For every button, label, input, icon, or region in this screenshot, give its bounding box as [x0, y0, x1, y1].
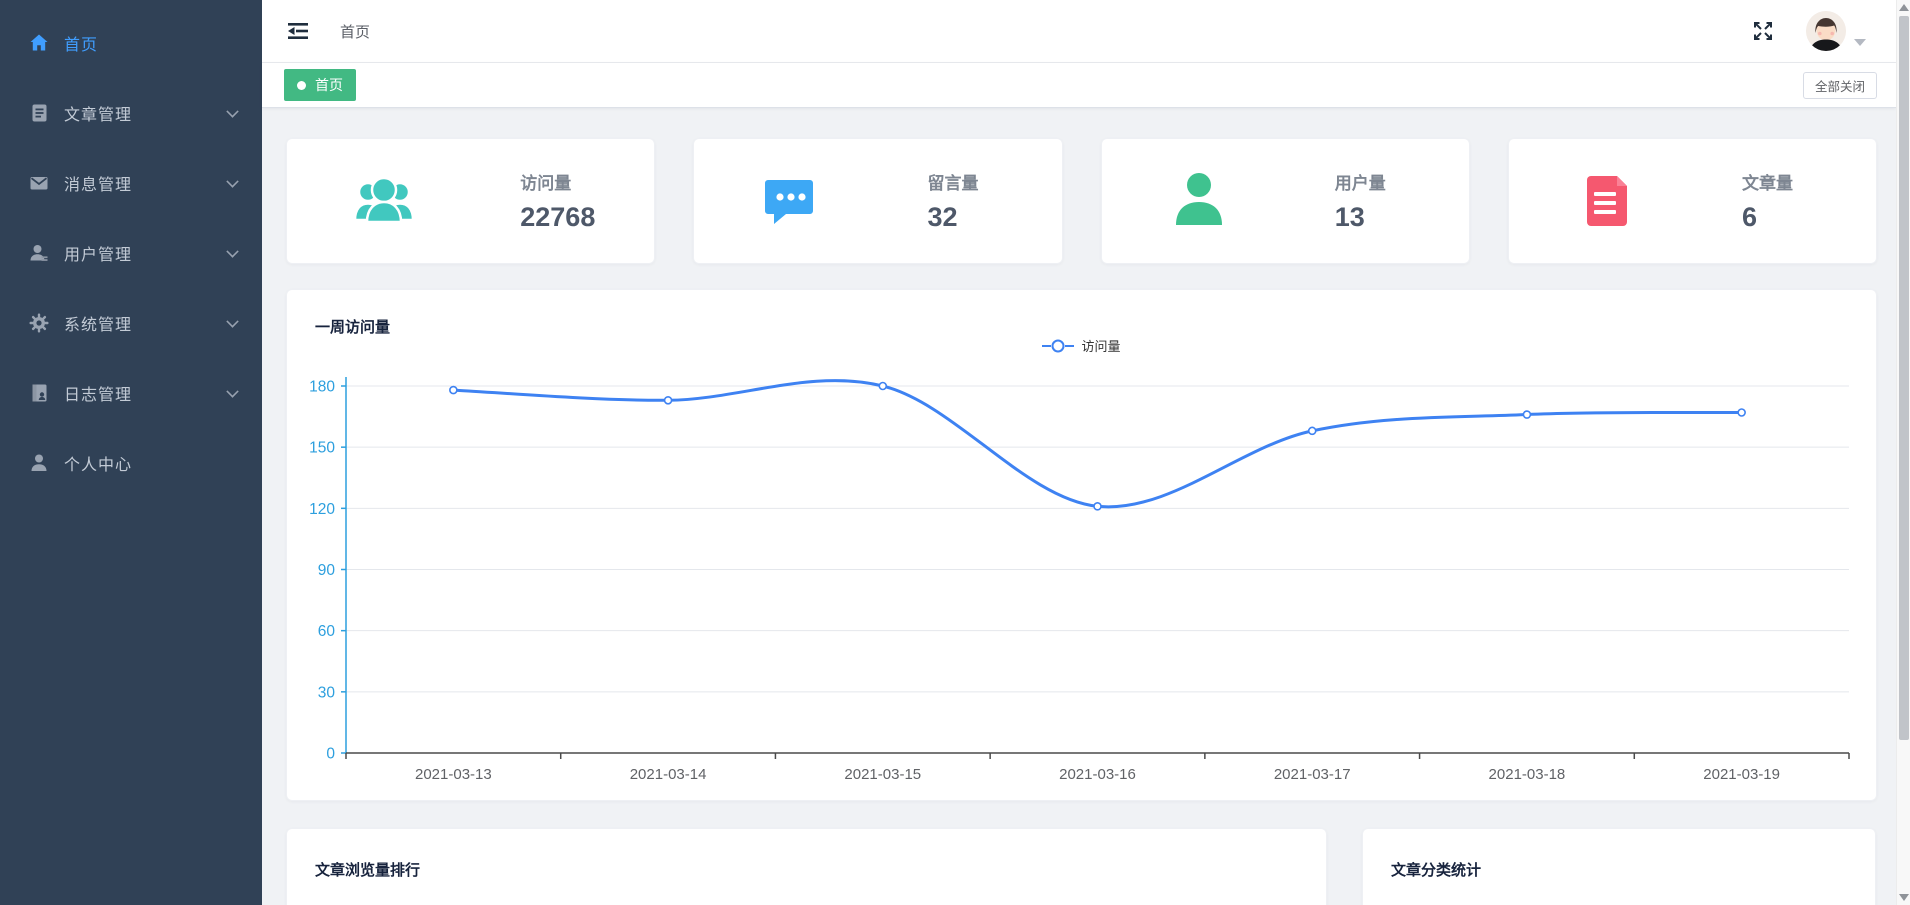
sidebar: 首页 文章管理 消息管理 用户管理	[0, 0, 262, 905]
chevron-down-icon	[226, 244, 239, 258]
sidebar-item-label: 消息管理	[64, 177, 133, 194]
sidebar-item-label: 用户管理	[64, 247, 133, 264]
sidebar-item-label: 个人中心	[64, 457, 133, 474]
svg-text:2021-03-19: 2021-03-19	[1703, 766, 1780, 783]
stat-card-visits: 访问量 22768	[286, 138, 656, 264]
legend-marker-icon	[1042, 339, 1075, 352]
card-title: 文章分类统计	[1391, 862, 1482, 879]
stat-value: 22768	[520, 202, 596, 232]
sidebar-item-system[interactable]: 系统管理	[0, 288, 262, 358]
breadcrumb: 首页	[340, 23, 371, 41]
chevron-down-icon	[226, 104, 239, 118]
chevron-down-icon	[226, 384, 239, 398]
fullscreen-icon[interactable]	[1753, 21, 1773, 41]
stat-card-comments: 留言量 32	[693, 138, 1063, 264]
sidebar-item-label: 日志管理	[64, 387, 133, 404]
system-gear-icon	[28, 312, 50, 334]
bottom-cards-row: 文章浏览量排行 文章分类统计	[286, 828, 1877, 905]
stat-label: 文章量	[1742, 174, 1793, 193]
stat-text: 留言量 32	[928, 169, 1020, 233]
svg-text:180: 180	[309, 379, 335, 396]
scrollbar-thumb[interactable]	[1899, 16, 1909, 740]
card-title: 文章浏览量排行	[315, 862, 421, 879]
message-icon	[28, 172, 50, 194]
user-icon	[28, 242, 50, 264]
scrollbar-up-arrow-icon[interactable]	[1899, 4, 1909, 11]
stat-label: 访问量	[520, 174, 572, 193]
main-area: 首页	[262, 0, 1896, 905]
svg-text:150: 150	[309, 440, 335, 457]
stat-text: 文章量 6	[1742, 169, 1834, 233]
close-all-tags-button[interactable]: 全部关闭	[1802, 71, 1877, 99]
sidebar-item-users[interactable]: 用户管理	[0, 218, 262, 288]
article-icon	[28, 102, 50, 124]
weekly-visits-chart-card: 一周访问量 访问量 0 30 60 90 120 150 180 2021-03-13 2021…	[286, 289, 1877, 801]
svg-text:120: 120	[309, 501, 335, 518]
comments-icon	[758, 168, 824, 234]
legend-label: 访问量	[1081, 339, 1121, 354]
tag-label: 首页	[315, 77, 343, 93]
stat-value: 32	[927, 202, 958, 232]
sidebar-item-label: 文章管理	[64, 107, 133, 124]
sidebar-item-logs[interactable]: 日志管理	[0, 358, 262, 428]
svg-text:90: 90	[318, 562, 336, 579]
svg-text:0: 0	[326, 746, 335, 763]
svg-text:2021-03-14: 2021-03-14	[630, 766, 707, 783]
article-views-ranking-card: 文章浏览量排行	[286, 828, 1327, 905]
avatar[interactable]	[1806, 11, 1846, 51]
chevron-down-icon	[226, 174, 239, 188]
document-icon	[1573, 168, 1639, 234]
article-category-stats-card: 文章分类统计	[1362, 828, 1876, 905]
caret-down-icon[interactable]	[1854, 38, 1866, 46]
sidebar-item-articles[interactable]: 文章管理	[0, 78, 262, 148]
stat-value: 13	[1334, 202, 1365, 232]
chart-legend[interactable]: 访问量	[287, 336, 1876, 355]
chart-title: 一周访问量	[315, 319, 391, 336]
sidebar-item-profile[interactable]: 个人中心	[0, 428, 262, 498]
stat-label: 用户量	[1334, 174, 1386, 193]
stat-text: 用户量 13	[1335, 169, 1427, 233]
line-chart: 0 30 60 90 120 150 180 2021-03-13 2021-03-14 2021…	[309, 377, 1850, 783]
stat-card-articles: 文章量 6	[1507, 138, 1877, 264]
single-user-icon	[1166, 168, 1232, 234]
stat-label: 留言量	[927, 174, 979, 193]
tags-bar: 首页 全部关闭	[262, 63, 1896, 108]
svg-text:2021-03-16: 2021-03-16	[1059, 766, 1136, 783]
profile-icon	[28, 452, 50, 474]
svg-text:2021-03-18: 2021-03-18	[1489, 766, 1566, 783]
content: 访问量 22768 留言量 32	[262, 108, 1896, 905]
stat-text: 访问量 22768	[520, 169, 612, 233]
page-scrollbar[interactable]	[1896, 0, 1910, 905]
svg-text:2021-03-13: 2021-03-13	[415, 766, 492, 783]
chevron-down-icon	[226, 314, 239, 328]
stat-value: 6	[1742, 202, 1758, 232]
visitors-group-icon	[351, 168, 417, 234]
svg-text:2021-03-17: 2021-03-17	[1274, 766, 1351, 783]
svg-text:2021-03-15: 2021-03-15	[844, 766, 921, 783]
topbar: 首页	[262, 0, 1896, 63]
home-icon	[28, 32, 50, 54]
tag-home[interactable]: 首页	[284, 69, 356, 101]
svg-text:30: 30	[318, 684, 336, 701]
sidebar-toggle-icon[interactable]	[287, 22, 309, 40]
stat-card-users: 用户量 13	[1100, 138, 1470, 264]
sidebar-item-label: 首页	[64, 37, 99, 54]
sidebar-item-label: 系统管理	[64, 317, 133, 334]
log-icon	[28, 382, 50, 404]
scrollbar-down-arrow-icon[interactable]	[1899, 894, 1909, 901]
stat-cards-row: 访问量 22768 留言量 32	[286, 138, 1877, 264]
topbar-right	[1753, 11, 1866, 51]
tag-dot-icon	[297, 80, 306, 90]
sidebar-item-messages[interactable]: 消息管理	[0, 148, 262, 218]
sidebar-item-home[interactable]: 首页	[0, 8, 262, 78]
svg-text:60: 60	[318, 623, 336, 640]
